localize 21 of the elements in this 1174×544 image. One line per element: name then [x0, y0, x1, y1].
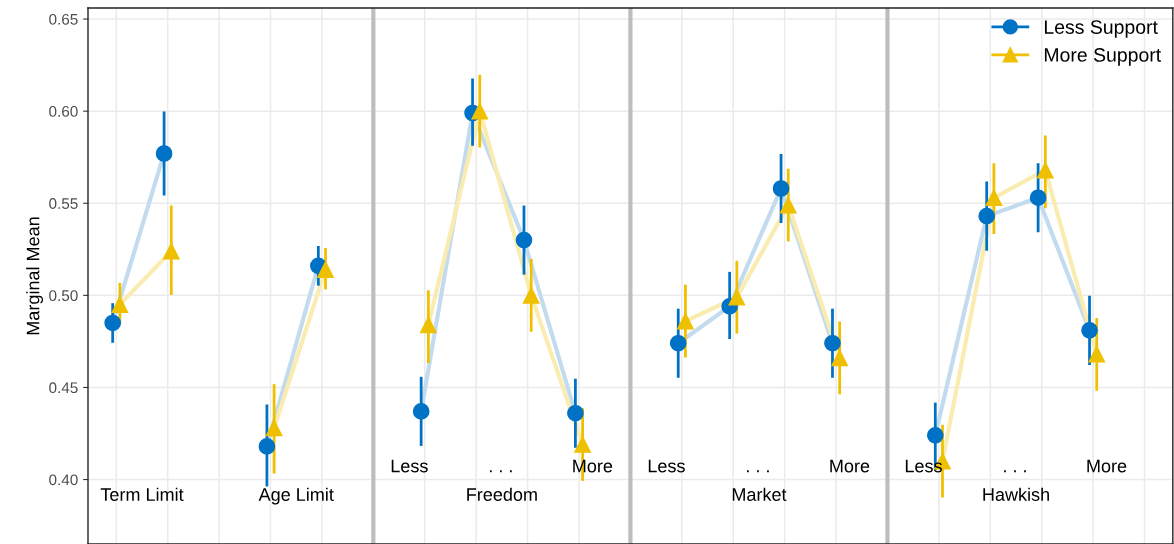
y-tick-label: 0.60 — [49, 106, 78, 117]
annotation: . . . — [747, 470, 769, 473]
annotation: Less — [391, 459, 428, 473]
annotation: Less — [648, 459, 685, 473]
y-tick-label: 0.50 — [49, 290, 78, 302]
annotation: . . . — [1004, 470, 1026, 473]
y-axis-title: Marginal Mean — [26, 217, 43, 335]
y-tick-label: 0.55 — [49, 198, 78, 209]
y-tick-label: 0.65 — [49, 13, 78, 25]
annotation: More — [830, 459, 870, 473]
legend-label: Less Support — [1044, 20, 1158, 38]
annotation: Market — [732, 487, 787, 501]
annotation: . . . — [489, 470, 512, 473]
y-tick-label: 0.45 — [49, 382, 78, 394]
annotation: Hawkish — [983, 487, 1049, 501]
annotation: Freedom — [467, 487, 537, 501]
y-tick-label: 0.40 — [49, 474, 78, 486]
legend-label: More Support — [1044, 48, 1162, 66]
annotation: Age Limit — [258, 487, 334, 505]
annotation: Term Limit — [100, 487, 184, 501]
annotation: More — [1087, 459, 1127, 473]
